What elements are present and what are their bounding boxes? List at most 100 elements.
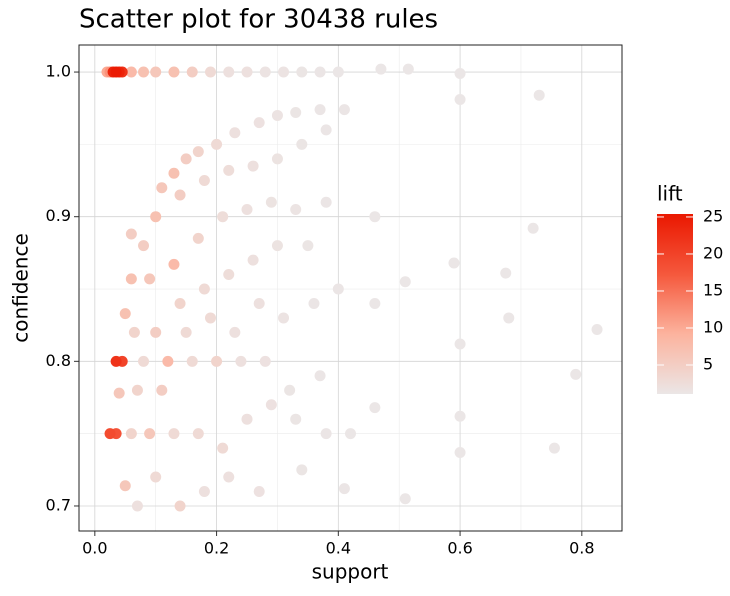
rule-point: [399, 276, 411, 288]
rule-point: [125, 228, 137, 240]
rule-point: [271, 109, 283, 121]
rule-point: [186, 66, 198, 78]
rule-point: [375, 63, 387, 75]
rule-point: [332, 66, 344, 78]
y-axis-label: confidence: [9, 233, 33, 342]
rule-point: [180, 153, 192, 165]
rule-point: [290, 107, 302, 119]
rule-point: [399, 493, 411, 505]
x-tick-label: 0.8: [569, 539, 594, 558]
rule-point: [369, 402, 381, 414]
rule-point: [223, 269, 235, 281]
rule-point: [150, 326, 162, 338]
plot-panel: [79, 45, 622, 531]
rule-point: [144, 273, 156, 285]
rule-point: [241, 203, 253, 215]
rule-point: [119, 308, 131, 320]
rule-point: [278, 312, 290, 324]
rule-point: [217, 211, 229, 223]
rule-point: [211, 138, 223, 150]
rule-point: [320, 428, 332, 440]
rule-point: [162, 355, 174, 367]
x-tick-label: 0.4: [326, 539, 351, 558]
rule-point: [174, 189, 186, 201]
rule-point: [156, 182, 168, 194]
rule-point: [259, 66, 271, 78]
rule-point: [454, 410, 466, 422]
rule-point: [131, 384, 143, 396]
x-tick-label: 0.6: [447, 539, 472, 558]
rule-point: [168, 258, 180, 270]
rule-point: [454, 94, 466, 106]
rule-point: [131, 500, 143, 512]
rule-point: [548, 442, 560, 454]
rule-point: [198, 175, 210, 187]
rule-point: [168, 167, 180, 179]
rule-point: [259, 355, 271, 367]
rule-point: [271, 153, 283, 165]
rule-point: [125, 66, 137, 78]
rule-point: [150, 211, 162, 223]
x-axis-label: support: [312, 560, 389, 584]
rule-point: [296, 66, 308, 78]
rule-point: [150, 471, 162, 483]
color-tick-label: 5: [703, 354, 713, 373]
color-tick-label: 20: [703, 243, 723, 262]
rule-point: [211, 355, 223, 367]
rule-point: [144, 428, 156, 440]
rule-point: [198, 486, 210, 498]
rule-point: [138, 240, 150, 252]
rule-point: [104, 428, 116, 440]
rule-point: [320, 196, 332, 208]
rule-point: [302, 240, 314, 252]
rule-point: [253, 117, 265, 129]
rule-point: [168, 66, 180, 78]
rule-point: [296, 464, 308, 476]
rule-point: [591, 324, 603, 336]
y-tick-label: 1.0: [46, 62, 71, 81]
y-tick-label: 0.9: [46, 206, 71, 225]
rule-point: [314, 66, 326, 78]
chart-title: Scatter plot for 30438 rules: [79, 5, 438, 35]
rule-point: [241, 413, 253, 425]
rule-point: [125, 428, 137, 440]
rule-point: [369, 211, 381, 223]
rule-point: [217, 442, 229, 454]
rule-point: [290, 203, 302, 215]
rule-point: [174, 297, 186, 309]
rule-point: [454, 446, 466, 458]
rule-point: [156, 384, 168, 396]
rule-point: [338, 104, 350, 116]
color-bar: [657, 214, 693, 394]
rule-point: [290, 413, 302, 425]
rule-point: [454, 67, 466, 79]
rule-point: [186, 355, 198, 367]
rule-point: [253, 297, 265, 309]
rule-point: [369, 297, 381, 309]
rule-point: [402, 63, 414, 75]
rule-point: [223, 471, 235, 483]
rule-point: [345, 428, 356, 440]
rule-point: [223, 164, 235, 176]
rule-point: [284, 384, 296, 396]
rule-point: [235, 355, 247, 367]
rule-point: [150, 66, 162, 78]
rule-point: [278, 66, 290, 78]
rule-point: [308, 297, 320, 309]
rule-point: [265, 196, 277, 208]
rule-point: [204, 312, 216, 324]
rule-point: [229, 127, 241, 139]
rule-point: [448, 257, 460, 269]
rule-point: [271, 240, 283, 252]
rule-point: [204, 66, 216, 78]
legend-title: lift: [657, 182, 683, 206]
rule-point: [192, 146, 204, 158]
x-tick-label: 0.2: [204, 539, 229, 558]
rule-point: [223, 66, 235, 78]
rule-point: [265, 399, 277, 411]
rule-point: [314, 104, 326, 116]
color-tick-label: 15: [703, 280, 723, 299]
rule-point: [125, 273, 137, 285]
rule-point: [527, 222, 539, 234]
